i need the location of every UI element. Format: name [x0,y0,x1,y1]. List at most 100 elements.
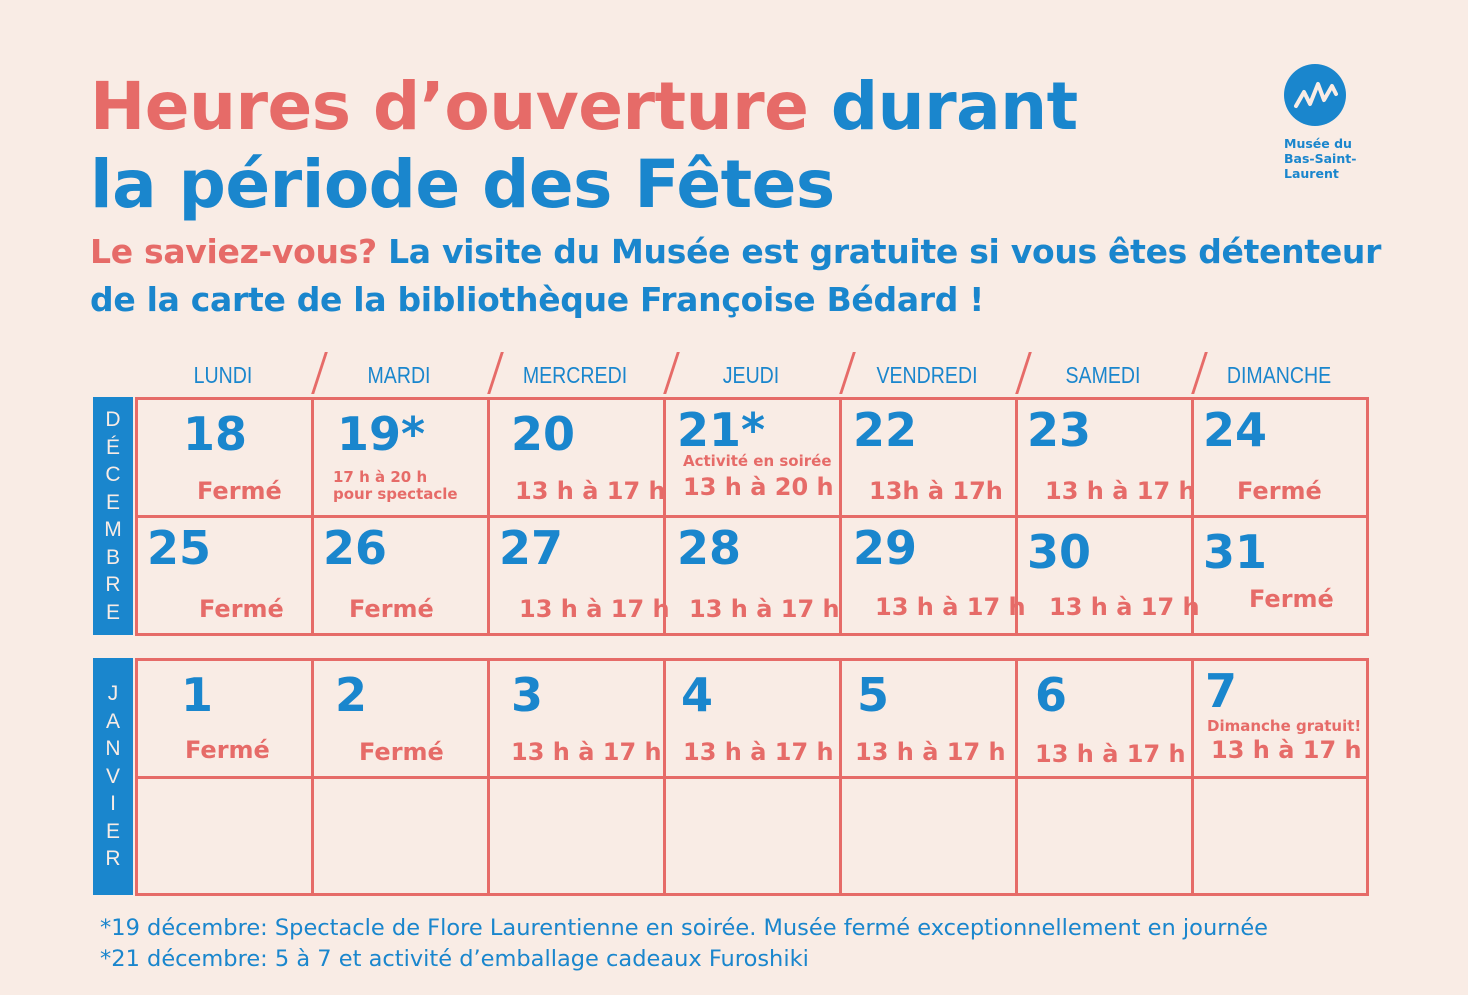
grid-line-horizontal [135,397,1369,400]
museum-wave-logo-icon [1284,64,1346,126]
opening-hours: Fermé [1237,477,1322,505]
calendar-day-dec-21: 21* Activité en soirée 13 h à 20 h [663,397,839,515]
opening-hours: 13 h à 17 h [875,593,1026,621]
month-letter: E [105,819,120,843]
grid-line-vertical [839,397,842,636]
opening-hours: 13 h à 17 h [1211,736,1362,764]
logo-line-2: Bas-Saint- [1284,151,1357,166]
cell-note: 17 h à 20 h pour spectacle [333,468,458,504]
cell-note: Activité en soirée [683,452,832,470]
grid-line-vertical [1366,658,1369,896]
cell-note: Dimanche gratuit! [1207,717,1362,735]
calendar-day-dec-29: 29 13 h à 17 h [839,515,1026,633]
opening-hours: Fermé [359,738,444,766]
calendar-day-dec-30: 30 13 h à 17 h [1015,515,1200,633]
grid-line-vertical [1015,658,1018,896]
day-number: 7 [1205,664,1238,718]
day-header-dimanche: DIMANCHE [1226,362,1331,388]
day-number: 5 [857,668,890,722]
month-letter: N [105,737,121,761]
day-number: 28 [677,521,742,575]
calendar-day-jan-2: 2 Fermé [311,658,487,776]
month-letter: R [105,847,121,871]
month-letter: I [110,792,116,816]
month-letter: R [105,573,121,596]
opening-hours: Fermé [199,595,284,623]
day-number: 31 [1203,525,1268,579]
day-header-mardi: MARDI [367,362,431,388]
grid-line-vertical [1191,397,1194,636]
grid-line-vertical [839,658,842,896]
cell-note-line: Dimanche gratuit! [1207,717,1362,735]
opening-hours: 13 h à 17 h [1045,477,1196,505]
day-number: 3 [511,668,544,722]
day-number: 25 [147,521,212,575]
day-number: 18 [183,407,248,461]
grid-line-vertical [1191,658,1194,896]
calendar-day-dec-20: 20 13 h à 17 h [487,397,666,515]
day-header-samedi: SAMEDI [1065,362,1141,388]
day-header-mercredi: MERCREDI [522,362,628,388]
calendar-day-dec-27: 27 13 h à 17 h [487,515,670,633]
opening-hours: 13 h à 17 h [1035,740,1186,768]
opening-hours: 13h à 17h [869,477,1003,505]
grid-line-vertical [663,397,666,636]
subtitle-question: Le saviez-vous? [90,232,377,271]
month-letter: D [105,408,121,431]
grid-line-vertical [311,397,314,636]
cell-note-line: Activité en soirée [683,452,832,470]
day-header-divider [1015,352,1032,394]
day-number: 2 [335,668,368,722]
opening-hours: Fermé [185,736,270,764]
month-letter: C [105,463,121,486]
calendar-day-jan-4: 4 13 h à 17 h [663,658,839,776]
grid-line-vertical [135,397,138,636]
day-number: 21* [677,403,766,457]
subtitle-statement: La visite du Musée est gratuite si vous … [376,232,1382,271]
opening-hours: 13 h à 17 h [855,738,1006,766]
day-number: 4 [681,668,714,722]
title-highlight: Heures d’ouverture [90,68,809,145]
opening-hours: 13 h à 17 h [519,595,670,623]
day-number: 26 [323,521,388,575]
subtitle-line-2: de la carte de la bibliothèque Françoise… [90,280,985,319]
opening-hours: 13 h à 17 h [511,738,662,766]
calendar-day-jan-3: 3 13 h à 17 h [487,658,663,776]
subtitle: Le saviez-vous? La visite du Musée est g… [90,228,1381,324]
grid-line-vertical [487,397,490,636]
day-number: 23 [1027,403,1092,457]
title-line-2: la période des Fêtes [90,146,835,223]
calendar-day-dec-31: 31 Fermé [1191,515,1367,633]
calendar-day-dec-19: 19* 17 h à 20 h pour spectacle [311,397,487,515]
grid-line-horizontal [135,633,1369,636]
day-header-divider [487,352,504,394]
day-header-divider [839,352,856,394]
month-letter: É [105,435,120,459]
logo-line-3: Laurent [1284,166,1339,181]
title-continuation: durant [808,68,1078,145]
opening-hours: 13 h à 20 h [683,473,834,501]
calendar-day-dec-25: 25 Fermé [135,515,311,633]
calendar-day-dec-26: 26 Fermé [311,515,487,633]
day-number: 19* [337,407,426,461]
grid-line-horizontal [135,893,1369,896]
calendar-day-dec-18: 18 Fermé [135,397,311,515]
day-number: 6 [1035,668,1068,722]
grid-line-vertical [311,658,314,896]
calendar-day-dec-24: 24 Fermé [1191,397,1367,515]
day-header-divider [311,352,328,394]
month-letter: E [105,600,120,624]
day-number: 24 [1203,403,1268,457]
opening-hours: Fermé [197,477,282,505]
day-header-vendredi: VENDREDI [876,362,978,388]
grid-line-horizontal [135,515,1369,518]
month-letter: V [105,764,120,788]
day-header-divider [663,352,680,394]
cell-note-line: 17 h à 20 h [333,468,428,486]
footnote-19: *19 décembre: Spectacle de Flore Laurent… [100,915,1269,941]
day-number: 1 [181,668,214,722]
page-title: Heures d’ouverture durant la période des… [90,68,1078,224]
month-letter: B [105,545,120,569]
grid-line-horizontal [135,776,1369,779]
